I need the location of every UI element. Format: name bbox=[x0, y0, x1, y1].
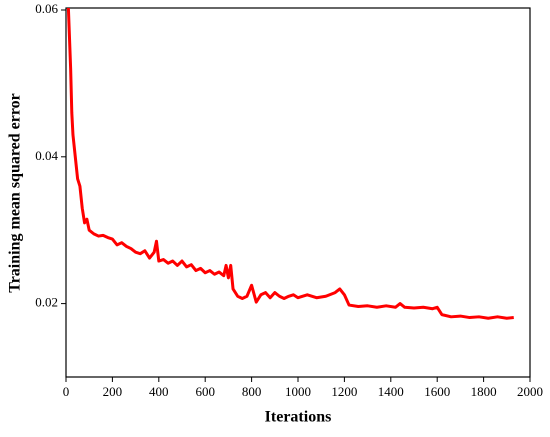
x-tick-label: 2000 bbox=[517, 384, 543, 399]
x-tick-label: 200 bbox=[103, 384, 123, 399]
y-axis-label: Training mean squared error bbox=[7, 93, 24, 293]
x-tick-label: 600 bbox=[195, 384, 215, 399]
x-tick-label: 400 bbox=[149, 384, 169, 399]
x-axis-label: Iterations bbox=[265, 409, 332, 426]
x-tick-label: 0 bbox=[63, 384, 70, 399]
data-line bbox=[66, 8, 514, 320]
x-tick-label: 1000 bbox=[285, 384, 311, 399]
x-tick-label: 1400 bbox=[378, 384, 404, 399]
y-tick-label: 0.02 bbox=[35, 295, 58, 310]
plot-frame bbox=[65, 7, 531, 378]
x-tick-label: 800 bbox=[242, 384, 262, 399]
x-tick-label: 1600 bbox=[424, 384, 450, 399]
y-tick-label: 0.04 bbox=[35, 148, 58, 163]
x-tick-label: 1200 bbox=[331, 384, 357, 399]
x-tick-label: 1800 bbox=[471, 384, 497, 399]
y-tick-label: 0.06 bbox=[35, 1, 58, 16]
